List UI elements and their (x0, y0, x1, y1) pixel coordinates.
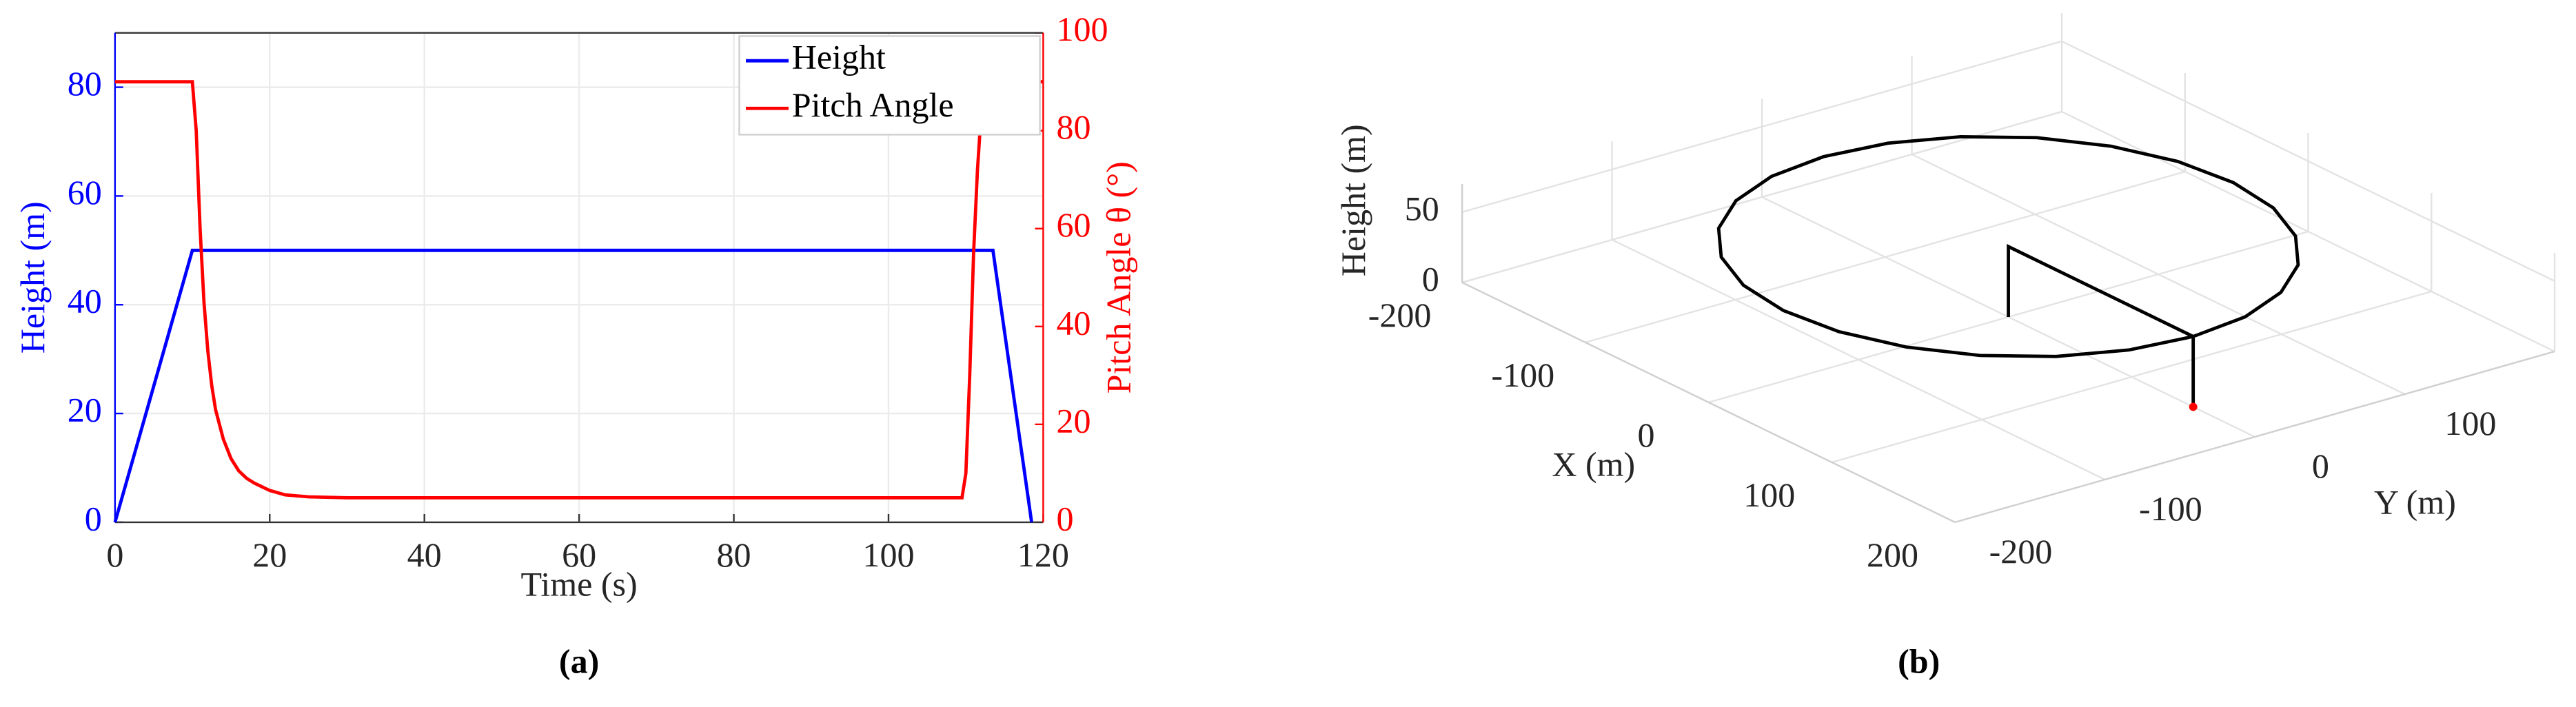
x-tick-label: 0 (106, 535, 123, 574)
x-tick-label: 100 (1743, 475, 1795, 514)
x-tick-label: -200 (1368, 296, 1432, 334)
series-line (113, 248, 1033, 523)
y-axis-title: Y (m) (2374, 483, 2456, 522)
grid-line (1461, 110, 2062, 284)
grid-line (2061, 110, 2555, 353)
y2-tick-label: 60 (1056, 205, 1091, 244)
x-tick-label: 60 (562, 535, 596, 574)
box-edge (1954, 350, 2555, 524)
box-edge (1461, 281, 1956, 523)
y2-tick-label: 0 (1056, 499, 1073, 537)
y-tick-label: -100 (2139, 489, 2202, 528)
y-tick-label: 40 (68, 282, 102, 320)
y-tick-label: 0 (85, 499, 102, 537)
y-tick-label: 60 (68, 173, 102, 212)
x-tick-label: 20 (252, 535, 287, 574)
grid-line (1461, 40, 2062, 213)
x-axis-title: X (m) (1552, 445, 1635, 484)
y2-tick-label: 80 (1056, 107, 1091, 146)
x-tick-label: 120 (1017, 535, 1069, 574)
y2-axis-title: Pitch Angle θ (°) (1099, 161, 1137, 393)
x-tick-label: 80 (717, 535, 751, 574)
y2-tick-label: 100 (1056, 10, 1108, 48)
y-tick-label: 0 (2312, 447, 2329, 485)
x-tick-label: 200 (1867, 535, 1918, 574)
y2-tick-label: 40 (1056, 303, 1091, 342)
z-tick-label: 0 (1422, 259, 1439, 298)
z-tick-label: 50 (1405, 189, 1439, 227)
series-line (114, 80, 1044, 500)
z-axis-title: Height (m) (1334, 124, 1372, 276)
grid-line (1612, 238, 2106, 480)
legend-box (738, 35, 1041, 136)
y-tick-label: 20 (68, 391, 102, 429)
y2-tick-label: 20 (1056, 401, 1091, 440)
y-axis-title: Height (m) (13, 201, 52, 354)
y-tick-label: 100 (2444, 404, 2496, 442)
legend-label: Height (792, 38, 886, 76)
y-tick-label: -200 (1989, 532, 2053, 571)
x-tick-label: 40 (407, 535, 442, 574)
x-tick-label: 100 (862, 535, 914, 574)
trajectory-line (1716, 134, 2300, 358)
x-tick-label: 0 (1638, 416, 1655, 454)
caption: (a) (559, 642, 599, 681)
point-marker (2189, 402, 2198, 411)
grid-line (1911, 153, 2406, 396)
trajectory-line (2007, 244, 2195, 407)
caption: (b) (1898, 642, 1940, 681)
y-tick-label: 80 (68, 64, 102, 103)
x-tick-label: -100 (1491, 356, 1554, 394)
x-axis-title: Time (s) (521, 565, 638, 604)
grid-line (2061, 40, 2555, 282)
legend-label: Pitch Angle (792, 85, 954, 124)
